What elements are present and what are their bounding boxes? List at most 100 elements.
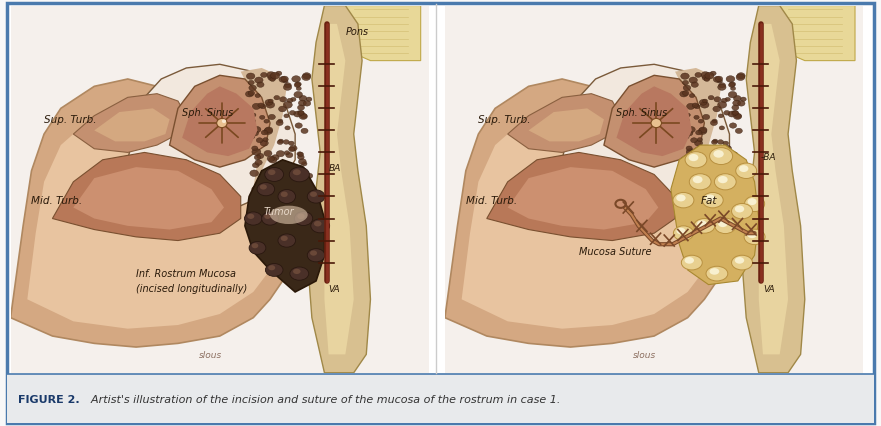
Ellipse shape: [278, 167, 287, 174]
Text: Pons: Pons: [345, 27, 368, 37]
Text: VA: VA: [329, 285, 340, 294]
Ellipse shape: [294, 83, 300, 87]
Ellipse shape: [686, 146, 692, 150]
Ellipse shape: [260, 140, 269, 146]
Ellipse shape: [260, 184, 267, 190]
Text: VA: VA: [763, 285, 774, 294]
Ellipse shape: [294, 92, 302, 98]
Ellipse shape: [293, 269, 300, 274]
Ellipse shape: [686, 131, 692, 136]
Ellipse shape: [278, 106, 286, 112]
Ellipse shape: [677, 228, 685, 234]
Ellipse shape: [717, 140, 723, 144]
Ellipse shape: [252, 131, 258, 136]
Ellipse shape: [706, 266, 728, 281]
Ellipse shape: [290, 267, 308, 280]
Ellipse shape: [257, 182, 275, 196]
Ellipse shape: [281, 192, 288, 197]
Ellipse shape: [301, 128, 308, 133]
Text: Sph. Sinus: Sph. Sinus: [182, 108, 233, 118]
Ellipse shape: [733, 158, 741, 164]
Ellipse shape: [748, 198, 757, 205]
Ellipse shape: [272, 176, 279, 181]
Ellipse shape: [725, 98, 730, 101]
Ellipse shape: [295, 123, 302, 128]
Polygon shape: [445, 79, 754, 347]
Ellipse shape: [264, 150, 272, 156]
Ellipse shape: [296, 86, 301, 90]
Ellipse shape: [252, 163, 259, 168]
Ellipse shape: [255, 160, 263, 165]
Ellipse shape: [287, 98, 292, 103]
Text: slous: slous: [199, 351, 222, 360]
Ellipse shape: [733, 113, 742, 119]
Ellipse shape: [713, 106, 721, 112]
Ellipse shape: [265, 99, 273, 105]
Ellipse shape: [254, 185, 259, 189]
Ellipse shape: [294, 212, 313, 225]
Ellipse shape: [729, 83, 735, 87]
Ellipse shape: [706, 155, 714, 160]
Ellipse shape: [269, 114, 276, 120]
Ellipse shape: [729, 82, 736, 86]
Ellipse shape: [682, 129, 687, 133]
Ellipse shape: [284, 114, 289, 118]
Ellipse shape: [298, 105, 305, 110]
Ellipse shape: [733, 100, 741, 106]
Ellipse shape: [744, 196, 765, 212]
Ellipse shape: [689, 174, 711, 190]
Polygon shape: [345, 6, 421, 60]
Ellipse shape: [692, 176, 702, 183]
Ellipse shape: [689, 154, 699, 161]
Ellipse shape: [253, 127, 261, 132]
Ellipse shape: [721, 190, 727, 194]
Ellipse shape: [731, 255, 752, 270]
Ellipse shape: [718, 176, 728, 183]
Ellipse shape: [248, 81, 255, 85]
Ellipse shape: [288, 141, 294, 145]
Ellipse shape: [264, 127, 273, 133]
Text: FIGURE 2.: FIGURE 2.: [18, 394, 79, 405]
Ellipse shape: [697, 220, 707, 227]
Ellipse shape: [726, 76, 735, 82]
Ellipse shape: [298, 152, 304, 156]
Ellipse shape: [268, 170, 276, 175]
Ellipse shape: [284, 84, 292, 90]
Ellipse shape: [265, 264, 283, 276]
Ellipse shape: [740, 173, 747, 178]
Polygon shape: [53, 153, 241, 241]
Ellipse shape: [744, 229, 765, 245]
Ellipse shape: [301, 162, 307, 166]
Ellipse shape: [689, 77, 698, 83]
Ellipse shape: [248, 112, 254, 117]
Ellipse shape: [722, 187, 731, 194]
Ellipse shape: [714, 97, 721, 102]
Ellipse shape: [266, 101, 275, 108]
Ellipse shape: [711, 150, 719, 157]
Ellipse shape: [300, 114, 307, 118]
Bar: [7, 374, 874, 423]
Ellipse shape: [739, 165, 748, 172]
Ellipse shape: [310, 250, 317, 256]
Ellipse shape: [268, 99, 273, 103]
Ellipse shape: [729, 123, 737, 128]
Ellipse shape: [291, 98, 296, 101]
Ellipse shape: [265, 167, 284, 181]
Ellipse shape: [248, 129, 253, 133]
Text: Artist's illustration of the incision and suture of the mucosa of the rostrum in: Artist's illustration of the incision an…: [84, 394, 560, 405]
Polygon shape: [11, 79, 321, 347]
Ellipse shape: [702, 75, 710, 81]
Ellipse shape: [284, 170, 289, 174]
Ellipse shape: [252, 104, 261, 109]
Ellipse shape: [252, 146, 258, 150]
Ellipse shape: [731, 204, 752, 219]
Ellipse shape: [733, 111, 738, 115]
Polygon shape: [73, 167, 224, 230]
Text: Fat: Fat: [700, 196, 717, 206]
Text: slous: slous: [633, 351, 656, 360]
Ellipse shape: [306, 173, 313, 178]
Ellipse shape: [715, 76, 722, 82]
Ellipse shape: [714, 218, 736, 233]
Polygon shape: [182, 86, 257, 156]
Ellipse shape: [728, 111, 736, 117]
